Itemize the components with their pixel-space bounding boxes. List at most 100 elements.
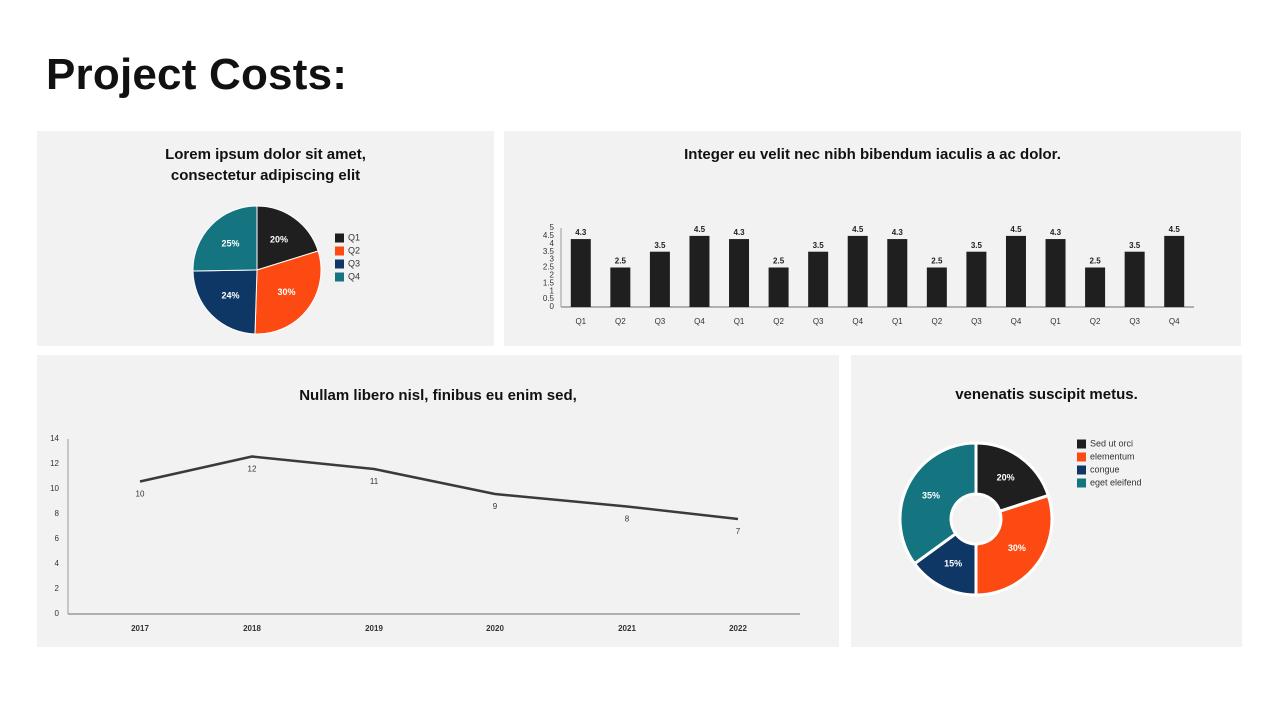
- data-label: 7: [736, 527, 741, 536]
- bar-chart-title: Integer eu velit nec nibh bibendum iacul…: [684, 146, 1061, 163]
- x-tick-label: Q4: [694, 317, 705, 326]
- data-label: 11: [370, 477, 379, 486]
- pie-slice-2: [254, 250, 322, 335]
- data-label: 9: [493, 502, 498, 511]
- legend-label: congue: [1090, 464, 1120, 474]
- bar: [729, 239, 750, 307]
- legend-label: eget eleifend: [1090, 477, 1142, 487]
- line-chart: 0 2 4 6 8 10 12 14 10 2017 12 2018 11 2019 9 2020 8 2021 7…: [50, 434, 800, 633]
- legend-label: elementum: [1090, 451, 1135, 461]
- bar: [610, 267, 631, 307]
- x-tick-label: Q4: [1169, 317, 1180, 326]
- y-tick-label: 12: [50, 459, 59, 468]
- pie-slice-1: [256, 205, 319, 271]
- y-tick-label: 6: [55, 534, 60, 543]
- doughnut-chart-title: venenatis suscipit metus.: [955, 386, 1138, 403]
- bar-value-label: 2.5: [773, 257, 785, 266]
- slice-label: 20%: [997, 473, 1015, 483]
- y-tick-label: 4: [55, 559, 60, 568]
- y-tick-label: 4: [550, 239, 555, 248]
- legend-swatch: [335, 272, 344, 282]
- pie-chart-panel: Lorem ipsum dolor sit amet, consectetur …: [37, 131, 494, 346]
- legend-swatch: [1077, 439, 1086, 449]
- pie-slice-3: [192, 269, 258, 335]
- x-tick-label: Q4: [1011, 317, 1022, 326]
- bar-value-label: 3.5: [1129, 241, 1141, 250]
- legend-swatch: [335, 233, 344, 243]
- doughnut-chart-panel: venenatis suscipit metus. 20% 30% 15% 35% Se…: [851, 355, 1242, 647]
- slice-label: 24%: [222, 290, 240, 300]
- pie-slice-1: [974, 441, 1051, 514]
- x-tick-label: 2020: [486, 624, 504, 633]
- y-tick-label: 2.5: [543, 263, 555, 272]
- x-tick-label: Q2: [773, 317, 784, 326]
- bar: [1085, 267, 1106, 307]
- bar-value-label: 3.5: [654, 241, 666, 250]
- y-tick-label: 2: [550, 271, 555, 280]
- bar-chart: 00.511.522.533.544.554.3Q12.5Q23.5Q34.5Q…: [543, 223, 1194, 326]
- slice-label: 20%: [270, 234, 288, 244]
- x-tick-label: Q3: [813, 317, 824, 326]
- bar-value-label: 3.5: [813, 241, 825, 250]
- x-tick-label: 2019: [365, 624, 383, 633]
- bar-value-label: 2.5: [931, 257, 943, 266]
- bar: [926, 267, 947, 307]
- data-label: 12: [248, 465, 257, 474]
- bar: [649, 251, 670, 307]
- bar-value-label: 4.3: [575, 228, 587, 237]
- line-series: [139, 455, 739, 521]
- bar: [768, 267, 789, 307]
- bar-value-label: 4.3: [1050, 228, 1062, 237]
- bar: [689, 235, 710, 307]
- legend-swatch: [335, 259, 344, 269]
- x-tick-label: Q1: [575, 317, 586, 326]
- line-chart-panel: Nullam libero nisl, finibus eu enim sed,…: [37, 355, 839, 647]
- pie-slice-4: [898, 441, 978, 566]
- pie-chart: 20% 30% 24% 25% Q1 Q2 Q3 Q4: [192, 205, 360, 335]
- bar: [570, 239, 591, 307]
- slice-label: 35%: [922, 490, 940, 500]
- y-tick-label: 0: [55, 609, 60, 618]
- pie-chart-title-line2: consectetur adipiscing elit: [170, 167, 361, 184]
- x-tick-label: Q3: [971, 317, 982, 326]
- line-chart-title: Nullam libero nisl, finibus eu enim sed,: [299, 387, 577, 404]
- pie-slice-2: [974, 493, 1054, 597]
- bar-value-label: 2.5: [1090, 257, 1102, 266]
- legend-swatch: [1077, 465, 1086, 475]
- y-tick-label: 3.5: [543, 247, 555, 256]
- y-tick-label: 10: [50, 484, 59, 493]
- bar-value-label: 4.3: [733, 228, 745, 237]
- x-tick-label: Q3: [1129, 317, 1140, 326]
- pie-chart-title-line1: Lorem ipsum dolor sit amet,: [165, 146, 366, 163]
- x-tick-label: Q1: [1050, 317, 1061, 326]
- bar: [1124, 251, 1145, 307]
- y-tick-label: 1: [550, 286, 555, 295]
- bar-value-label: 4.3: [892, 228, 904, 237]
- bar-chart-panel: Integer eu velit nec nibh bibendum iacul…: [504, 131, 1241, 346]
- bar-value-label: 4.5: [1010, 225, 1022, 234]
- pie-slice-4: [192, 205, 258, 272]
- bar: [1164, 235, 1185, 307]
- slice-label: 30%: [1008, 543, 1026, 553]
- x-tick-label: Q3: [655, 317, 666, 326]
- legend-label: Q2: [348, 245, 360, 255]
- legend-swatch: [335, 246, 344, 256]
- bar-value-label: 3.5: [971, 241, 983, 250]
- bar-value-label: 4.5: [694, 225, 706, 234]
- y-tick-label: 4.5: [543, 231, 555, 240]
- bar: [887, 239, 908, 307]
- y-tick-label: 2: [55, 584, 60, 593]
- legend-swatch: [1077, 452, 1086, 462]
- data-label: 8: [625, 515, 630, 524]
- legend-label: Sed ut orci: [1090, 438, 1133, 448]
- page-title: Project Costs:: [46, 50, 348, 99]
- y-tick-label: 0: [550, 302, 555, 311]
- slice-label: 15%: [944, 558, 962, 568]
- x-tick-label: Q2: [932, 317, 943, 326]
- y-tick-label: 8: [55, 509, 60, 518]
- x-tick-label: 2017: [131, 624, 149, 633]
- pie-chart-title: Lorem ipsum dolor sit amet, consectetur …: [37, 144, 494, 186]
- bar-value-label: 4.5: [1169, 225, 1181, 234]
- y-tick-label: 14: [50, 434, 59, 443]
- doughnut-chart: 20% 30% 15% 35% Sed ut orci elementum congue eg…: [898, 438, 1142, 597]
